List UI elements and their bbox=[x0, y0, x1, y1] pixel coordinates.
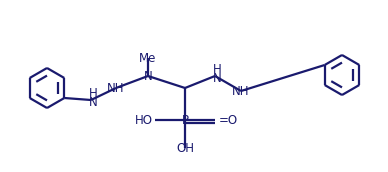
Text: N: N bbox=[88, 95, 97, 109]
Text: NH: NH bbox=[107, 82, 125, 94]
Text: OH: OH bbox=[176, 142, 194, 154]
Text: N: N bbox=[213, 72, 222, 84]
Text: N: N bbox=[144, 69, 152, 83]
Text: H: H bbox=[88, 87, 97, 99]
Text: NH: NH bbox=[232, 84, 250, 98]
Text: Me: Me bbox=[139, 51, 157, 64]
Text: HO: HO bbox=[135, 114, 153, 126]
Text: =O: =O bbox=[219, 114, 238, 126]
Text: P: P bbox=[182, 114, 189, 126]
Text: H: H bbox=[213, 62, 222, 76]
